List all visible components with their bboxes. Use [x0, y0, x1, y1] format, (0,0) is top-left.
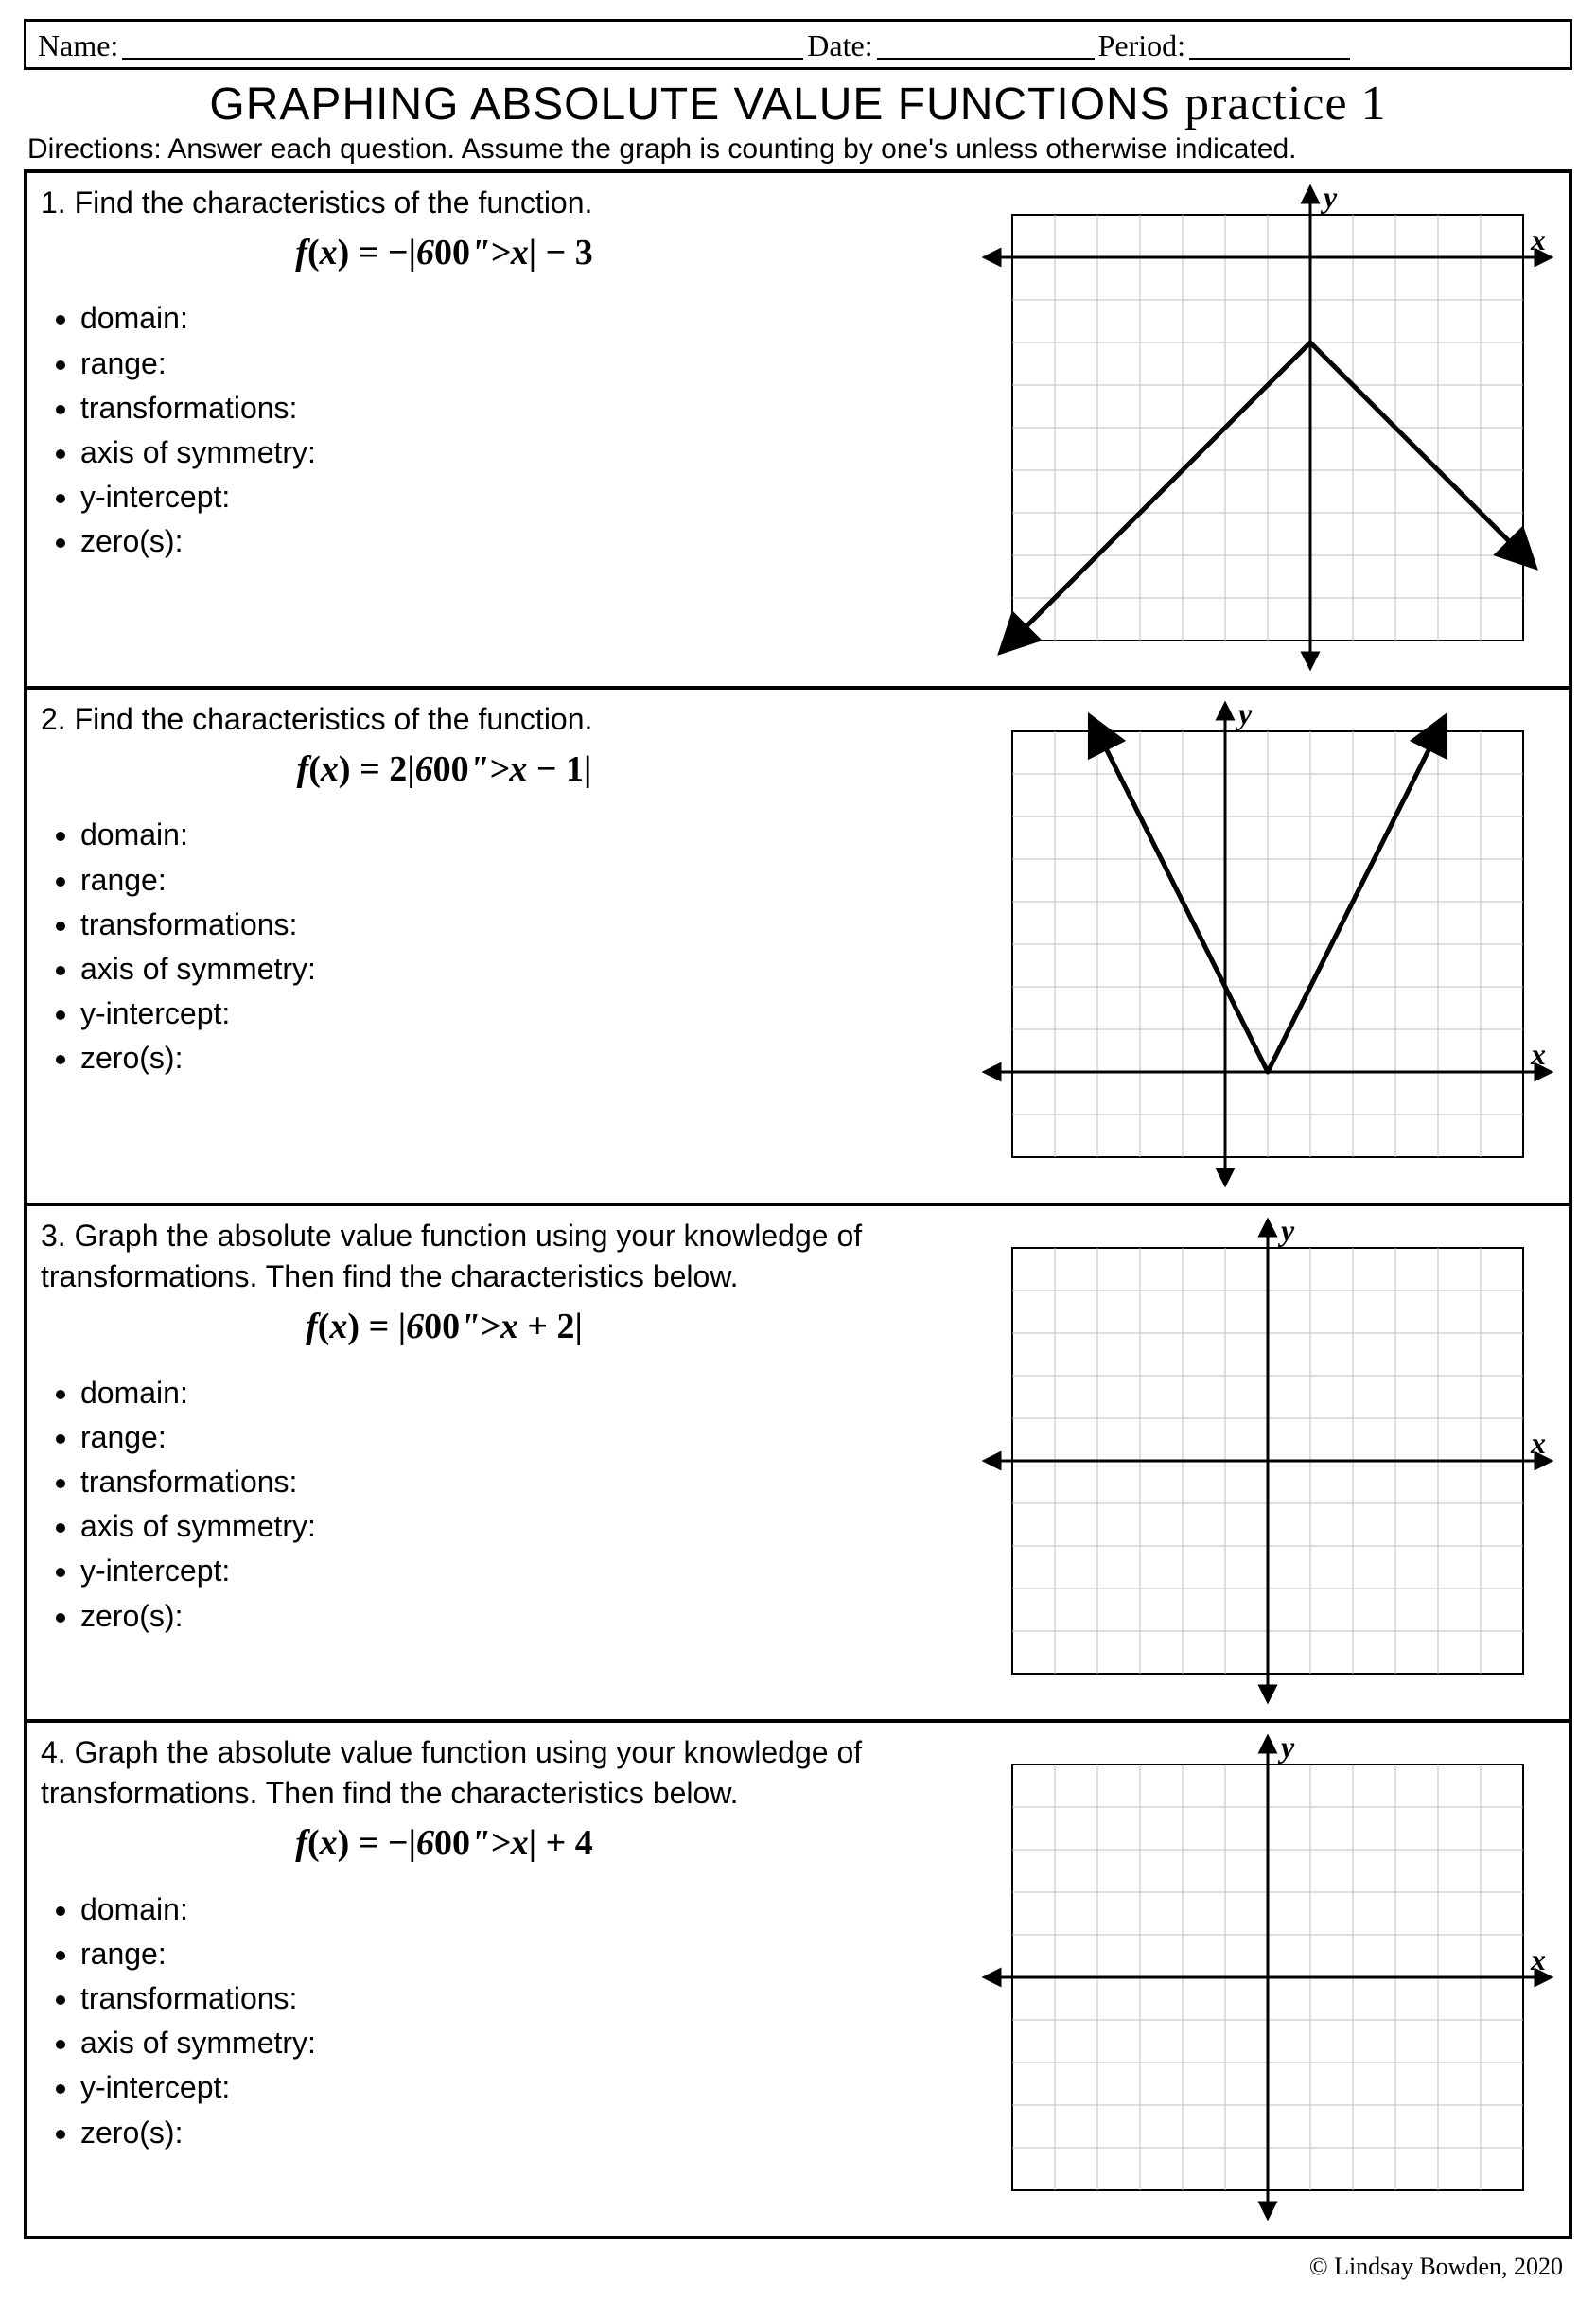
characteristic-item: domain:	[80, 298, 961, 339]
problem-equation: f(x) = −|600">x| − 3	[41, 229, 961, 277]
characteristic-item: zero(s):	[80, 1596, 961, 1637]
characteristics-list: domain:range:transformations:axis of sym…	[41, 1889, 961, 2153]
name-label: Name:	[38, 28, 118, 63]
period-blank[interactable]	[1189, 29, 1350, 60]
characteristic-item: domain:	[80, 1889, 961, 1930]
characteristics-list: domain: range:transformations:axis of sym…	[41, 815, 961, 1079]
svg-text:y: y	[1277, 1216, 1295, 1247]
characteristic-item: transformations:	[80, 388, 961, 429]
svg-text:x: x	[1530, 1942, 1546, 1976]
characteristic-item: range:	[80, 343, 961, 384]
svg-text:y: y	[1320, 183, 1338, 214]
copyright: © Lindsay Bowden, 2020	[24, 2253, 1572, 2281]
problem-3: 3. Graph the absolute value function usi…	[27, 1206, 1569, 1723]
characteristic-item: y-intercept:	[80, 993, 961, 1034]
characteristic-item: zero(s):	[80, 521, 961, 562]
characteristics-list: domain:range:transformations:axis of sym…	[41, 1373, 961, 1637]
characteristic-item: y-intercept:	[80, 2067, 961, 2108]
page-title: GRAPHING ABSOLUTE VALUE FUNCTIONS practi…	[24, 76, 1572, 132]
problems-container: 1. Find the characteristics of the funct…	[24, 169, 1572, 2239]
characteristic-item: axis of symmetry:	[80, 1506, 961, 1547]
characteristic-item: axis of symmetry:	[80, 2023, 961, 2063]
header-fields: Name: Date: Period:	[24, 19, 1572, 70]
characteristic-item: domain:	[80, 815, 961, 855]
date-label: Date:	[807, 28, 872, 63]
problem-1: 1. Find the characteristics of the funct…	[27, 173, 1569, 690]
characteristic-item: domain:	[80, 1373, 961, 1413]
directions: Directions: Answer each question. Assume…	[24, 133, 1572, 166]
problem-text: 4. Graph the absolute value function usi…	[41, 1732, 980, 2222]
problem-equation: f(x) = |600">x + 2|	[41, 1303, 961, 1351]
characteristic-item: transformations:	[80, 1462, 961, 1502]
characteristic-item: axis of symmetry:	[80, 949, 961, 990]
problem-text: 1. Find the characteristics of the funct…	[41, 183, 980, 673]
characteristic-item: zero(s):	[80, 1038, 961, 1079]
problem-equation: f(x) = 2|600">x − 1|	[41, 746, 961, 794]
characteristic-item: y-intercept:	[80, 1551, 961, 1591]
problem-4: 4. Graph the absolute value function usi…	[27, 1723, 1569, 2236]
svg-text:y: y	[1235, 699, 1253, 730]
characteristic-item: transformations:	[80, 1978, 961, 2019]
name-blank[interactable]	[122, 29, 803, 60]
characteristic-item: range:	[80, 860, 961, 901]
graph: yx	[980, 1216, 1555, 1706]
problem-text: 3. Graph the absolute value function usi…	[41, 1216, 980, 1706]
date-blank[interactable]	[877, 29, 1095, 60]
problem-prompt: 4. Graph the absolute value function usi…	[41, 1732, 961, 1814]
graph: yx	[980, 1732, 1555, 2222]
characteristic-item: axis of symmetry:	[80, 432, 961, 473]
characteristic-item: range:	[80, 1417, 961, 1458]
title-script: practice 1	[1184, 77, 1387, 131]
characteristic-item: zero(s):	[80, 2113, 961, 2153]
graph: yx	[980, 699, 1555, 1189]
graph: yx	[980, 183, 1555, 673]
svg-text:x: x	[1530, 222, 1546, 256]
problem-prompt: 1. Find the characteristics of the funct…	[41, 183, 961, 223]
period-label: Period:	[1098, 28, 1185, 63]
problem-prompt: 2. Find the characteristics of the funct…	[41, 699, 961, 740]
svg-text:x: x	[1530, 1426, 1546, 1460]
problem-text: 2. Find the characteristics of the funct…	[41, 699, 980, 1189]
svg-text:x: x	[1530, 1037, 1546, 1071]
problem-2: 2. Find the characteristics of the funct…	[27, 690, 1569, 1206]
characteristic-item: y-intercept:	[80, 477, 961, 518]
svg-text:y: y	[1277, 1732, 1295, 1764]
title-main: GRAPHING ABSOLUTE VALUE FUNCTIONS	[209, 79, 1170, 130]
characteristic-item: transformations:	[80, 904, 961, 945]
characteristics-list: domain:range:transformations:axis of sym…	[41, 298, 961, 562]
characteristic-item: range:	[80, 1934, 961, 1975]
problem-equation: f(x) = −|600">x| + 4	[41, 1819, 961, 1868]
problem-prompt: 3. Graph the absolute value function usi…	[41, 1216, 961, 1297]
